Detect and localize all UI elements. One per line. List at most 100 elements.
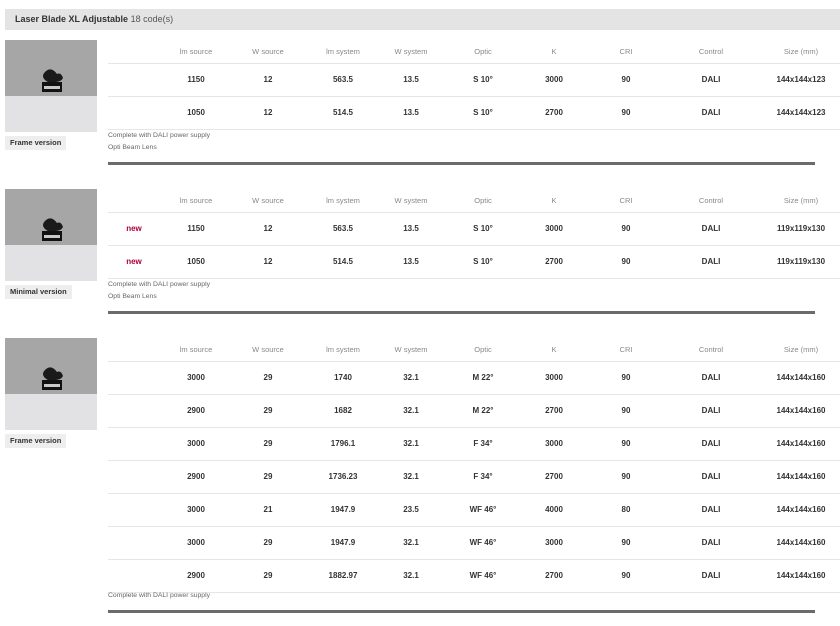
table-cell: 12 bbox=[263, 75, 273, 84]
table-row[interactable]: 2900 29 1882.97 32.1 WF 46° 2700 90 DALI 144x144… bbox=[108, 560, 840, 593]
column-header: Size (mm) bbox=[783, 196, 819, 205]
table-header: lm source W source lm system W system Optic K… bbox=[108, 189, 840, 213]
table-cell: 1882.97 bbox=[328, 571, 358, 580]
table-cell: 4000 bbox=[545, 505, 563, 514]
table-cell: 80 bbox=[621, 505, 631, 514]
product-thumbnail[interactable] bbox=[5, 189, 97, 281]
table-cell: 144x144x123 bbox=[776, 108, 826, 117]
table-cell: M 22° bbox=[472, 373, 494, 382]
table-cell: 1150 bbox=[187, 75, 205, 84]
note-line: Complete with DALI power supply bbox=[108, 132, 210, 139]
table-cell: F 34° bbox=[473, 439, 493, 448]
spec-table: lm source W source lm system W system Optic K… bbox=[108, 189, 840, 279]
note-line: Opti Beam Lens bbox=[108, 293, 157, 300]
table-cell: 1736.23 bbox=[328, 472, 358, 481]
table-cell: S 10° bbox=[473, 75, 493, 84]
table-cell: DALI bbox=[701, 505, 721, 514]
column-header: lm source bbox=[179, 345, 213, 354]
version-label: Frame version bbox=[5, 434, 67, 448]
note-line: Opti Beam Lens bbox=[108, 144, 157, 151]
table-cell: 29 bbox=[263, 439, 273, 448]
table-cell: DALI bbox=[701, 472, 721, 481]
table-row[interactable]: new 1050 12 514.5 13.5 S 10° 2700 90 DALI 119x119… bbox=[108, 246, 840, 279]
column-header: W source bbox=[252, 345, 284, 354]
table-cell: 2700 bbox=[545, 257, 563, 266]
table-cell: WF 46° bbox=[469, 505, 497, 514]
column-header: lm source bbox=[179, 47, 213, 56]
table-row[interactable]: 1050 12 514.5 13.5 S 10° 2700 90 DALI 144x144x12… bbox=[108, 97, 840, 130]
table-row[interactable]: new 1150 12 563.5 13.5 S 10° 3000 90 DALI 119x119… bbox=[108, 213, 840, 246]
note-line: Complete with DALI power supply bbox=[108, 592, 210, 599]
column-header: W source bbox=[252, 47, 284, 56]
column-header: W system bbox=[394, 47, 428, 56]
table-cell: M 22° bbox=[472, 406, 494, 415]
table-cell: 3000 bbox=[545, 538, 563, 547]
table-row[interactable]: 1150 12 563.5 13.5 S 10° 3000 90 DALI 144x144x12… bbox=[108, 64, 840, 97]
table-cell: 13.5 bbox=[403, 224, 419, 233]
table-cell: 144x144x160 bbox=[776, 439, 826, 448]
table-cell: 23.5 bbox=[403, 505, 419, 514]
table-cell: DALI bbox=[701, 75, 721, 84]
table-cell: DALI bbox=[701, 257, 721, 266]
table-row[interactable]: 3000 29 1740 32.1 M 22° 3000 90 DALI 144x144x160 bbox=[108, 362, 840, 395]
table-row[interactable]: 2900 29 1682 32.1 M 22° 2700 90 DALI 144x144x160 bbox=[108, 395, 840, 428]
column-header: Optic bbox=[474, 47, 492, 56]
column-header: Control bbox=[698, 196, 724, 205]
section-notes: Complete with DALI power supply bbox=[108, 590, 210, 602]
table-cell: 90 bbox=[621, 75, 631, 84]
table-cell: 2700 bbox=[545, 472, 563, 481]
section-notes: Complete with DALI power supply Opti Beam… bbox=[108, 279, 210, 303]
table-cell: 90 bbox=[621, 571, 631, 580]
column-header: Optic bbox=[474, 196, 492, 205]
column-header: CRI bbox=[619, 196, 633, 205]
version-label: Minimal version bbox=[5, 285, 72, 299]
table-cell: 119x119x130 bbox=[776, 257, 826, 266]
column-header: lm source bbox=[179, 196, 213, 205]
table-cell: 12 bbox=[263, 224, 273, 233]
column-header: K bbox=[551, 345, 557, 354]
product-thumbnail[interactable] bbox=[5, 338, 97, 430]
table-cell: 13.5 bbox=[403, 257, 419, 266]
column-header: Optic bbox=[474, 345, 492, 354]
table-row[interactable]: 3000 21 1947.9 23.5 WF 46° 4000 80 DALI 144x144x… bbox=[108, 494, 840, 527]
column-header: W system bbox=[394, 196, 428, 205]
table-row[interactable]: 3000 29 1796.1 32.1 F 34° 3000 90 DALI 144x144x1… bbox=[108, 428, 840, 461]
table-cell: DALI bbox=[701, 406, 721, 415]
table-cell: 12 bbox=[263, 108, 273, 117]
column-header: Size (mm) bbox=[783, 47, 819, 56]
table-cell: 29 bbox=[263, 571, 273, 580]
table-cell: 144x144x160 bbox=[776, 538, 826, 547]
new-badge: new bbox=[126, 224, 142, 233]
code-count: 18 code(s) bbox=[130, 14, 174, 24]
product-header: Laser Blade XL Adjustable 18 code(s) bbox=[5, 9, 840, 30]
table-cell: 32.1 bbox=[403, 538, 419, 547]
table-cell: 90 bbox=[621, 439, 631, 448]
column-header: lm system bbox=[326, 196, 360, 205]
table-row[interactable]: 3000 29 1947.9 32.1 WF 46° 3000 90 DALI 144x144x… bbox=[108, 527, 840, 560]
table-cell: 21 bbox=[263, 505, 273, 514]
table-cell: 144x144x160 bbox=[776, 472, 826, 481]
table-cell: 13.5 bbox=[403, 75, 419, 84]
table-cell: 3000 bbox=[187, 538, 205, 547]
table-cell: 3000 bbox=[187, 373, 205, 382]
table-cell: 144x144x160 bbox=[776, 571, 826, 580]
column-header: W system bbox=[394, 345, 428, 354]
spec-table: lm source W source lm system W system Optic K… bbox=[108, 40, 840, 130]
table-row[interactable]: 2900 29 1736.23 32.1 F 34° 2700 90 DALI 144x144x… bbox=[108, 461, 840, 494]
product-thumbnail[interactable] bbox=[5, 40, 97, 132]
table-cell: DALI bbox=[701, 108, 721, 117]
product-title: Laser Blade XL Adjustable bbox=[15, 14, 129, 24]
table-cell: 119x119x130 bbox=[776, 224, 826, 233]
table-cell: 514.5 bbox=[332, 108, 354, 117]
table-cell: 32.1 bbox=[403, 571, 419, 580]
table-cell: 32.1 bbox=[403, 439, 419, 448]
column-header: CRI bbox=[619, 345, 633, 354]
table-cell: 3000 bbox=[187, 439, 205, 448]
table-cell: 90 bbox=[621, 108, 631, 117]
table-cell: 144x144x160 bbox=[776, 406, 826, 415]
table-cell: 90 bbox=[621, 224, 631, 233]
table-cell: 90 bbox=[621, 373, 631, 382]
table-cell: 12 bbox=[263, 257, 273, 266]
table-cell: 1682 bbox=[334, 406, 352, 415]
table-cell: S 10° bbox=[473, 108, 493, 117]
